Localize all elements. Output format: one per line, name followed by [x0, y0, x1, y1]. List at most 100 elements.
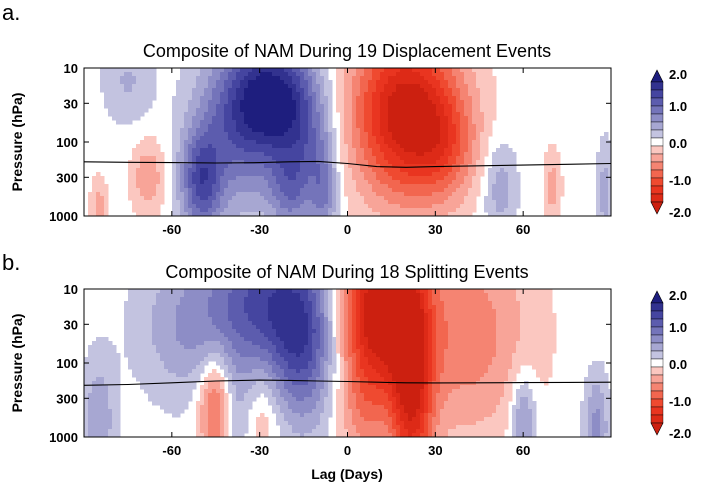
shaded-cell — [308, 309, 313, 314]
shaded-cell — [164, 317, 169, 322]
shaded-cell — [480, 68, 485, 73]
shaded-cell — [420, 92, 425, 97]
shaded-cell — [228, 301, 233, 306]
shaded-cell — [148, 212, 153, 216]
shaded-cell — [412, 192, 417, 197]
shaded-cell — [608, 188, 611, 193]
shaded-cell — [424, 212, 429, 216]
shaded-cell — [348, 317, 353, 322]
shaded-cell — [212, 313, 217, 318]
shaded-cell — [476, 72, 481, 77]
shaded-cell — [384, 152, 389, 157]
shaded-cell — [184, 92, 189, 97]
shaded-cell — [200, 188, 205, 193]
shaded-cell — [212, 144, 217, 149]
shaded-cell — [548, 333, 553, 338]
shaded-cell — [256, 180, 261, 185]
shaded-cell — [340, 301, 345, 306]
shaded-cell — [420, 160, 425, 165]
shaded-cell — [460, 128, 465, 133]
shaded-cell — [252, 112, 257, 117]
shaded-cell — [448, 136, 453, 141]
shaded-cell — [336, 317, 341, 322]
shaded-cell — [452, 321, 457, 326]
shaded-cell — [500, 148, 505, 153]
shaded-cell — [304, 337, 309, 342]
shaded-cell — [300, 204, 305, 209]
shaded-cell — [184, 144, 189, 149]
shaded-cell — [284, 204, 289, 209]
shaded-cell — [420, 136, 425, 141]
shaded-cell — [392, 108, 397, 113]
shaded-cell — [216, 325, 221, 330]
shaded-cell — [384, 309, 389, 314]
shaded-cell — [292, 192, 297, 197]
shaded-cell — [240, 88, 245, 93]
shaded-cell — [344, 168, 349, 173]
shaded-cell — [464, 112, 469, 117]
shaded-cell — [208, 100, 213, 105]
shaded-cell — [280, 325, 285, 330]
shaded-cell — [376, 120, 381, 125]
shaded-cell — [152, 184, 157, 189]
shaded-cell — [468, 148, 473, 153]
shaded-cell — [400, 92, 405, 97]
shaded-cell — [460, 68, 465, 73]
shaded-cell — [372, 204, 377, 209]
shaded-cell — [212, 196, 217, 201]
shaded-cell — [396, 188, 401, 193]
shaded-cell — [136, 84, 141, 89]
shaded-cell — [464, 100, 469, 105]
shaded-cell — [300, 160, 305, 165]
shaded-cell — [432, 72, 437, 77]
shaded-cell — [428, 148, 433, 153]
shaded-cell — [484, 132, 489, 137]
shaded-cell — [500, 196, 505, 201]
shaded-cell — [284, 120, 289, 125]
shaded-cell — [436, 293, 441, 298]
shaded-cell — [512, 317, 517, 322]
shaded-cell — [364, 168, 369, 173]
shaded-cell — [496, 148, 501, 153]
shaded-cell — [456, 84, 461, 89]
shaded-cell — [520, 325, 525, 330]
shaded-cell — [172, 96, 177, 101]
shaded-cell — [184, 108, 189, 113]
shaded-cell — [252, 333, 257, 338]
shaded-cell — [148, 76, 153, 81]
panel-a-shading — [88, 68, 611, 216]
shaded-cell — [268, 120, 273, 125]
shaded-cell — [480, 108, 485, 113]
shaded-cell — [348, 325, 353, 330]
shaded-cell — [388, 148, 393, 153]
shaded-cell — [240, 204, 245, 209]
shaded-cell — [364, 329, 369, 334]
shaded-cell — [348, 120, 353, 125]
shaded-cell — [404, 152, 409, 157]
shaded-cell — [248, 192, 253, 197]
shaded-cell — [240, 72, 245, 77]
shaded-cell — [512, 180, 517, 185]
shaded-cell — [196, 208, 201, 213]
shaded-cell — [524, 325, 529, 330]
shaded-cell — [140, 341, 145, 346]
shaded-cell — [144, 180, 149, 185]
shaded-cell — [316, 96, 321, 101]
shaded-cell — [228, 192, 233, 197]
shaded-cell — [308, 160, 313, 165]
shaded-cell — [284, 321, 289, 326]
shaded-cell — [172, 176, 177, 181]
shaded-cell — [148, 208, 153, 213]
shaded-cell — [148, 72, 153, 77]
shaded-cell — [456, 68, 461, 73]
shaded-cell — [288, 337, 293, 342]
shaded-cell — [452, 144, 457, 149]
shaded-cell — [456, 329, 461, 334]
shaded-cell — [240, 293, 245, 298]
shaded-cell — [324, 68, 329, 73]
shaded-cell — [388, 124, 393, 129]
shaded-cell — [312, 297, 317, 302]
shaded-cell — [548, 317, 553, 322]
shaded-cell — [248, 212, 253, 216]
shaded-cell — [152, 72, 157, 77]
